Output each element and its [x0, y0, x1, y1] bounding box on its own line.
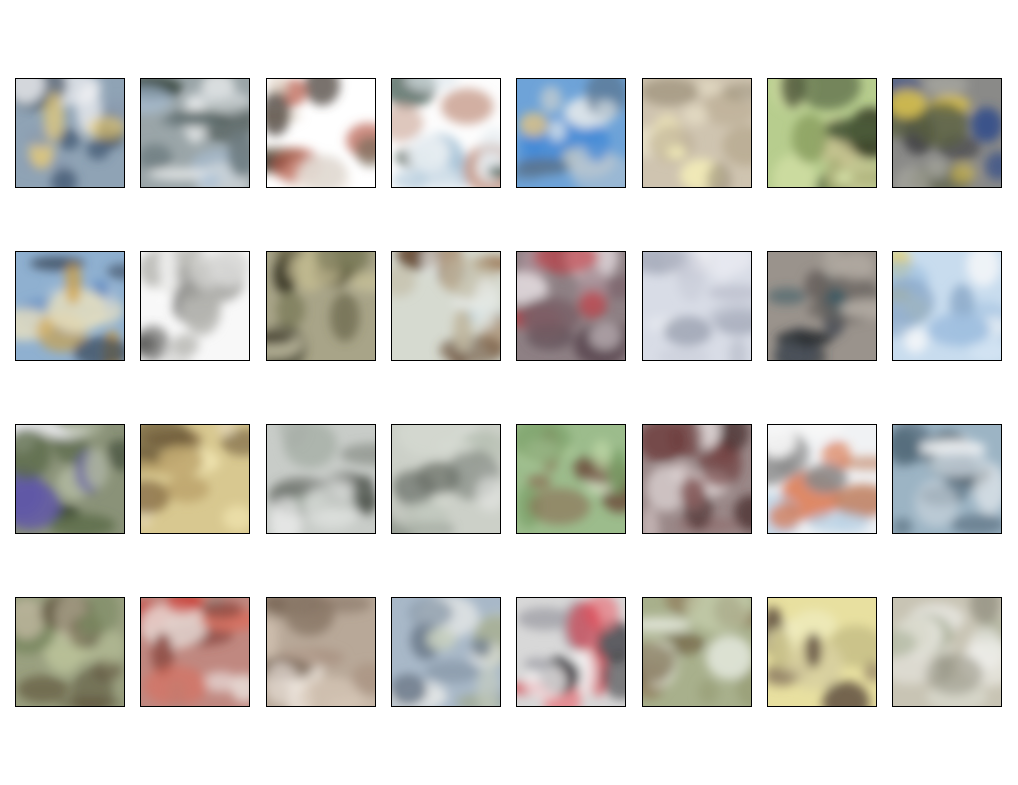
blurry-image	[16, 79, 124, 187]
blurry-image	[767, 425, 876, 533]
blurry-image	[893, 425, 1002, 533]
blurry-image	[642, 252, 751, 360]
blurry-image	[517, 598, 626, 706]
generated-image-tile	[265, 78, 376, 188]
blurry-image	[517, 79, 626, 187]
generated-image-tile	[15, 78, 125, 188]
generated-image-tile	[766, 251, 877, 361]
blurry-image	[266, 425, 375, 533]
blurry-image	[767, 252, 876, 360]
generated-image-tile	[15, 424, 125, 534]
generated-image-tile	[265, 251, 376, 361]
blurry-image	[16, 598, 124, 706]
blurry-image	[266, 252, 375, 360]
blurry-image	[16, 252, 124, 360]
generated-image-tile	[516, 597, 627, 707]
blurry-image	[767, 79, 876, 187]
generated-image-tile	[140, 597, 251, 707]
generated-image-tile	[390, 78, 501, 188]
blurry-image	[642, 425, 751, 533]
generated-image-tile	[641, 424, 752, 534]
generated-image-tile	[516, 424, 627, 534]
blurry-image	[391, 252, 500, 360]
blurry-image	[141, 598, 250, 706]
generated-image-tile	[892, 597, 1003, 707]
blurry-image	[391, 425, 500, 533]
generated-image-tile	[892, 424, 1003, 534]
blurry-image	[893, 598, 1002, 706]
generated-image-tile	[892, 78, 1003, 188]
blurry-image	[391, 79, 500, 187]
blurry-image	[517, 425, 626, 533]
generated-image-tile	[390, 424, 501, 534]
blurry-image	[266, 79, 375, 187]
blurry-image	[141, 252, 250, 360]
generated-image-tile	[641, 78, 752, 188]
blurry-image	[893, 79, 1002, 187]
blurry-image	[141, 425, 250, 533]
generated-image-tile	[15, 251, 125, 361]
blurry-image	[266, 598, 375, 706]
generated-image-tile	[265, 597, 376, 707]
generated-image-tile	[140, 424, 251, 534]
generated-image-tile	[15, 597, 125, 707]
blurry-image	[141, 79, 250, 187]
blurry-image	[767, 598, 876, 706]
generated-image-tile	[766, 597, 877, 707]
blurry-image	[16, 425, 124, 533]
blurry-image	[517, 252, 626, 360]
generated-image-tile	[265, 424, 376, 534]
generated-image-tile	[766, 424, 877, 534]
generated-image-tile	[892, 251, 1003, 361]
blurry-image	[642, 598, 751, 706]
generated-image-tile	[641, 251, 752, 361]
blurry-image	[391, 598, 500, 706]
generated-image-tile	[140, 251, 251, 361]
generated-image-tile	[140, 78, 251, 188]
generated-image-tile	[390, 251, 501, 361]
blurry-image	[642, 79, 751, 187]
generated-image-tile	[516, 78, 627, 188]
generated-image-tile	[390, 597, 501, 707]
generated-image-tile	[641, 597, 752, 707]
blurry-image	[893, 252, 1002, 360]
generated-image-tile	[516, 251, 627, 361]
generated-image-tile	[766, 78, 877, 188]
